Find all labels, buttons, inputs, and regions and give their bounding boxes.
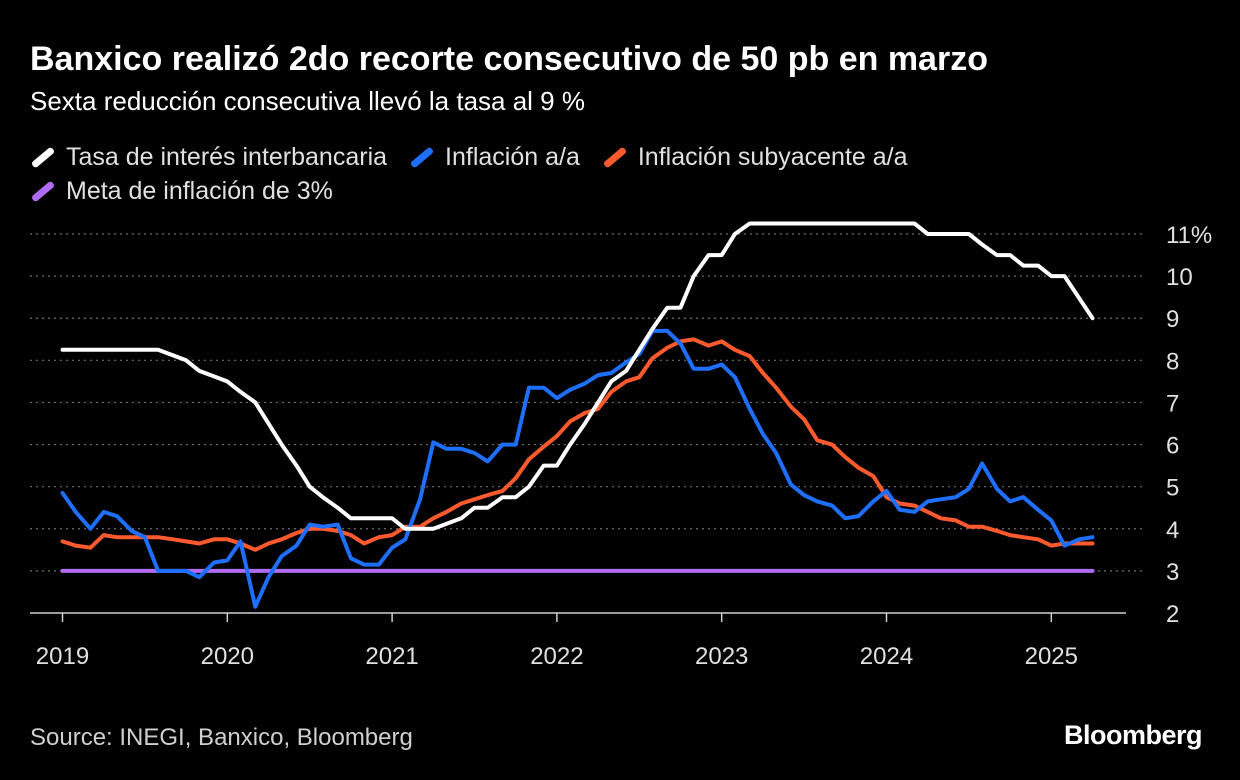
legend-item-meta: Meta de inflación de 3%	[30, 177, 333, 206]
x-tick-label: 2022	[530, 643, 583, 670]
series-line-tasa-interbancaria	[60, 221, 1095, 531]
source-note: Source: INEGI, Banxico, Bloomberg	[30, 724, 413, 751]
legend-label-tasa: Tasa de interés interbancaria	[66, 142, 388, 171]
series-line-inflacion	[60, 328, 1095, 609]
y-tick-label: 3	[1166, 559, 1179, 586]
legend-item-tasa: Tasa de interés interbancaria	[30, 143, 387, 172]
x-axis: 2019 2020 2021 2022 2023 2024 2025	[30, 612, 1126, 670]
legend: Tasa de interés interbancaria Inflación …	[30, 140, 1210, 208]
legend-row: Meta de inflación de 3%	[30, 174, 1210, 208]
y-tick-label: 6	[1166, 433, 1179, 460]
legend-row: Tasa de interés interbancaria Inflación …	[30, 140, 1210, 174]
chart-subtitle: Sexta reducción consecutiva llevó la tas…	[30, 86, 585, 116]
legend-item-subyacente: Inflación subyacente a/a	[602, 143, 908, 172]
legend-item-inflacion: Inflación a/a	[409, 143, 580, 172]
x-tick-label: 2025	[1025, 643, 1078, 670]
y-tick-label: 5	[1166, 475, 1179, 502]
y-axis-tick-labels: 2 3 4 5 6 7 8 9 10 11%	[1166, 222, 1212, 628]
x-tick-label: 2024	[860, 643, 913, 670]
y-tick-label: 10	[1166, 264, 1193, 291]
y-tick-label: 11%	[1166, 222, 1212, 249]
y-tick-label: 4	[1166, 517, 1179, 544]
series-lines	[60, 221, 1095, 609]
y-tick-label: 8	[1166, 348, 1179, 375]
y-tick-label: 2	[1166, 601, 1179, 628]
x-tick-label: 2020	[201, 643, 254, 670]
x-tick-label: 2023	[695, 643, 748, 670]
y-tick-label: 9	[1166, 306, 1179, 333]
legend-label-subyacente: Inflación subyacente a/a	[637, 142, 908, 171]
bloomberg-logo: Bloomberg	[1063, 720, 1203, 750]
y-tick-label: 7	[1166, 390, 1179, 417]
grid-lines	[30, 233, 1145, 572]
chart-title: Banxico realizó 2do recorte consecutivo …	[30, 40, 988, 78]
legend-label-meta: Meta de inflación de 3%	[66, 176, 333, 205]
legend-label-inflacion: Inflación a/a	[445, 142, 580, 171]
x-tick-label: 2021	[365, 643, 418, 670]
x-tick-label: 2019	[36, 643, 89, 670]
